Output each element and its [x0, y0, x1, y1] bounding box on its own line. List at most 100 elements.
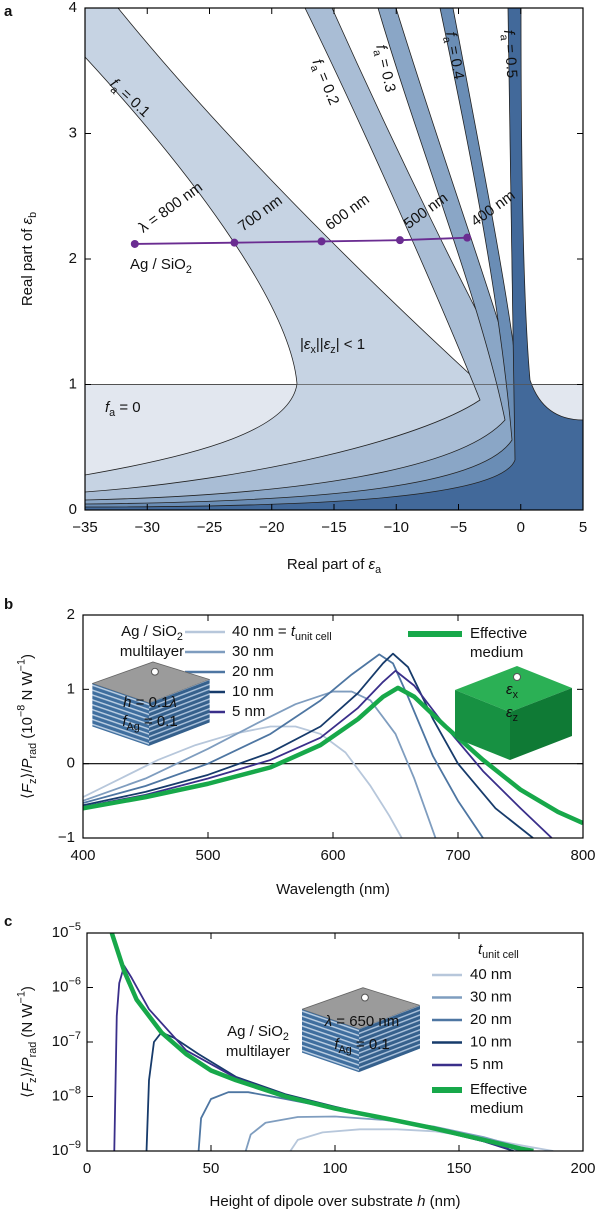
x-axis-label: Height of dipole over substrate h (nm): [210, 1193, 461, 1210]
x-tick-label: 100: [322, 1160, 347, 1177]
text-part: Wavelength (nm): [276, 881, 390, 898]
legend-label: 10 nm: [470, 1033, 512, 1050]
text-part: z: [330, 344, 335, 356]
text-part: ): [19, 986, 36, 991]
annotation: fa = 0: [105, 399, 141, 419]
text-part: Real part of: [287, 556, 369, 573]
text-part: a: [308, 63, 321, 73]
text-part: a: [498, 34, 510, 41]
text-part: |: [300, 336, 304, 353]
text-part: Real part of: [19, 224, 36, 306]
y-tick-label: 1: [67, 680, 75, 697]
text-part: 40 nm: [470, 966, 512, 983]
text-part: multilayer: [226, 1043, 290, 1060]
data-line: [83, 669, 553, 838]
text-part: z: [27, 1077, 39, 1082]
text-part: t: [478, 941, 483, 958]
text-part: ε: [369, 556, 376, 573]
text-part: P: [19, 1057, 36, 1067]
text-part: N W: [19, 671, 36, 705]
text-part: medium: [470, 644, 523, 661]
data-line: [83, 685, 583, 826]
x-tick-label: −35: [72, 519, 97, 536]
legend-label: Effective medium: [470, 625, 531, 661]
legend-label: 20 nm: [470, 1011, 512, 1028]
data-point: [317, 237, 326, 246]
text-part: a: [370, 49, 383, 57]
data-line: [109, 933, 534, 1151]
data-line: [244, 1115, 534, 1151]
text-part: F: [19, 1082, 36, 1092]
panel-letter: b: [4, 596, 13, 613]
text-part: 10: [52, 1087, 69, 1104]
data-line: [83, 653, 484, 838]
text-part: 5 nm: [232, 703, 265, 720]
x-tick-label: 150: [446, 1160, 471, 1177]
legend-label: 10 nm: [232, 683, 274, 700]
annotation: h = 0.1λ: [123, 694, 177, 711]
y-axis-label: ⟨Fz⟩/Prad (N W−1): [16, 986, 39, 1098]
y-axis-label: Real part of εb: [19, 212, 39, 306]
annotation: Ag / SiO2: [227, 1023, 289, 1043]
data-point: [130, 239, 139, 248]
annotation: fa = 0.5: [497, 29, 520, 78]
text-part: x: [513, 689, 519, 701]
x-tick-label: 600: [320, 847, 345, 864]
text-part: 10: [52, 1033, 69, 1050]
annotation: multilayer: [120, 643, 184, 660]
text-part: f: [442, 30, 460, 39]
text-part: −8: [16, 705, 28, 717]
text-part: f: [372, 43, 390, 52]
legend-label: 30 nm: [232, 643, 274, 660]
text-part: = 0.1: [352, 1036, 390, 1053]
text-part: 10: [52, 924, 69, 941]
x-tick-label: 0: [83, 1160, 91, 1177]
text-part: ε: [506, 704, 513, 721]
annotation: λ = 650 nm: [324, 1013, 400, 1030]
data-line: [83, 690, 437, 838]
data-line: [289, 1128, 554, 1151]
series-group: [83, 652, 583, 838]
x-axis-label: Wavelength (nm): [276, 881, 390, 898]
text-part: a: [440, 36, 453, 44]
text-part: unit cell: [295, 631, 332, 643]
text-part: 2: [186, 264, 192, 276]
text-part: P: [19, 758, 36, 768]
data-point: [395, 236, 404, 245]
text-part: ε: [324, 336, 331, 353]
text-part: 10: [52, 978, 69, 995]
text-part: rad: [27, 1042, 39, 1058]
x-tick-label: −25: [197, 519, 222, 536]
annotation: εx: [506, 681, 519, 701]
data-point: [463, 233, 472, 242]
text-part: = 0.4: [444, 40, 467, 80]
band-regions: [85, 8, 583, 510]
data-line: [83, 652, 534, 838]
text-part: 10 nm: [232, 683, 274, 700]
text-part: h: [417, 1193, 425, 1210]
text-part: 20 nm: [232, 663, 274, 680]
text-part: 20 nm: [470, 1011, 512, 1028]
legend-label: Effective medium: [470, 1081, 531, 1117]
y-tick-label: 4: [69, 0, 77, 16]
text-part: −6: [68, 975, 81, 987]
text-part: Ag: [127, 721, 140, 733]
text-part: Ag / SiO: [121, 623, 177, 640]
annotation: εz: [506, 704, 518, 724]
y-tick-label: 1: [69, 375, 77, 392]
text-part: ⟨: [19, 793, 36, 799]
y-tick-label: 10−5: [52, 921, 81, 941]
annotation: |εx||εz| < 1: [300, 336, 365, 356]
x-tick-label: −5: [450, 519, 467, 536]
text-part: = 0: [115, 399, 140, 416]
text-part: −5: [68, 921, 81, 933]
text-part: f: [105, 399, 111, 416]
annotation: fAg = 0.1: [122, 713, 177, 733]
annotation: multilayer: [226, 1043, 290, 1060]
y-tick-label: 10−8: [52, 1084, 81, 1104]
annotation: fa = 0.3: [370, 43, 399, 94]
text-part: F: [19, 783, 36, 793]
x-tick-label: 800: [570, 847, 595, 864]
